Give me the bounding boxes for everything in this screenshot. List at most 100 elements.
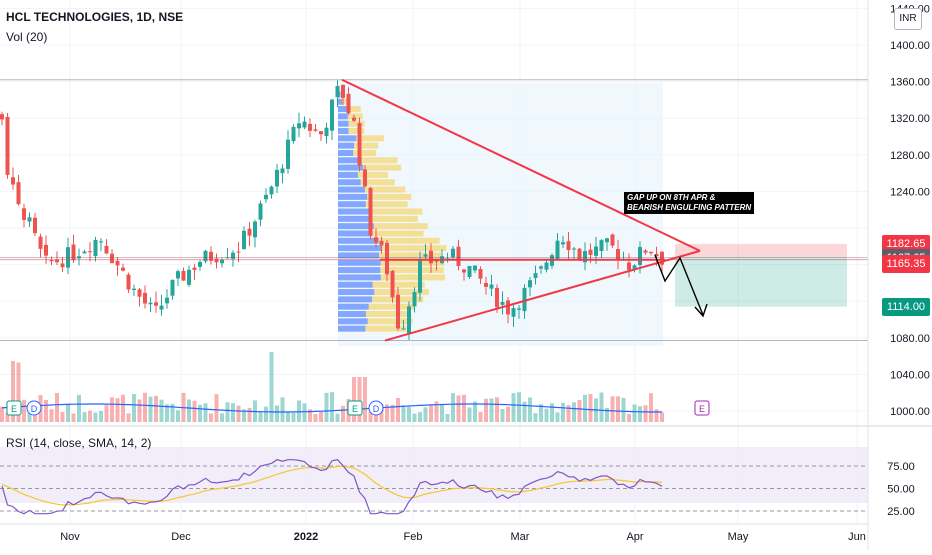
rsi-tick: 50.00: [887, 484, 915, 496]
profile-bar-down: [371, 208, 423, 215]
time-axis: Nov Dec 2022 Feb Mar Apr May Jun: [60, 531, 866, 543]
profile-bar-down: [361, 157, 398, 164]
price-tag: 1182.65: [882, 234, 930, 253]
candle-down: [429, 250, 433, 264]
volume-bar-up: [440, 404, 444, 422]
profile-bar-up: [338, 142, 355, 149]
volume-bar-down: [627, 413, 631, 422]
volume-bar-down: [247, 407, 252, 422]
candle-up: [99, 241, 103, 243]
candle-up: [467, 266, 472, 277]
price-tick: 1280.00: [890, 150, 930, 162]
candle-up: [522, 287, 527, 312]
candle-down: [478, 269, 483, 279]
candle-down: [484, 282, 488, 287]
currency-badge[interactable]: INR: [894, 8, 922, 30]
profile-bar-up: [338, 303, 369, 310]
volume-bar-down: [154, 395, 158, 422]
candle-down: [11, 177, 15, 185]
profile-bar-down: [381, 245, 447, 252]
candle-up: [605, 238, 609, 243]
candle-down: [352, 117, 356, 121]
profile-bar-up: [338, 179, 361, 186]
volume-bar-down: [126, 413, 131, 422]
profile-bar-up: [338, 135, 357, 142]
candle-up: [401, 328, 406, 330]
profile-bar-down: [363, 164, 402, 171]
volume-bar-up: [132, 394, 136, 422]
volume-bar-down: [506, 406, 510, 422]
rsi-axis: 75.00 50.00 25.00: [887, 461, 915, 518]
candle-down: [341, 85, 345, 98]
candle-up: [583, 251, 587, 263]
volume-bar-down: [357, 377, 362, 422]
price-tick: 1320.00: [890, 113, 930, 125]
volume-bar-down: [660, 412, 664, 422]
profile-bar-down: [380, 259, 445, 266]
volume-bar-up: [297, 400, 301, 422]
volume-bar-up: [302, 403, 307, 422]
volume-bar-up: [187, 399, 191, 422]
symbol-title: HCL TECHNOLOGIES, 1D, NSE: [6, 10, 184, 24]
volume-bar-down: [137, 399, 142, 422]
profile-bar-up: [338, 311, 366, 318]
volume-bar-down: [16, 362, 21, 422]
candles: [0, 79, 664, 342]
price-axis: 1400.00 1360.00 1320.00 1280.00 1240.00 1080.…: [890, 3, 930, 418]
profile-bar-up: [338, 289, 375, 296]
volume-bar-up: [451, 393, 455, 422]
profile-bar-down: [365, 311, 408, 318]
candle-up: [264, 194, 268, 200]
volume-bar-up: [242, 409, 246, 422]
profile-bar-up: [338, 296, 373, 303]
volume-bar-down: [396, 397, 400, 422]
volume-bar-down: [610, 396, 615, 422]
candle-down: [16, 182, 21, 205]
candle-down: [313, 129, 318, 131]
candle-down: [434, 260, 439, 262]
volume-bar-up: [330, 392, 334, 422]
candle-up: [330, 99, 334, 131]
volume-bar-down: [104, 405, 109, 422]
volume-bar-down: [44, 399, 48, 422]
target-zone: [675, 257, 847, 307]
candle-down: [495, 287, 499, 308]
volume-bar-up: [220, 413, 224, 422]
rsi-tick: 25.00: [887, 506, 915, 518]
volume-bar-down: [5, 412, 10, 422]
profile-bar-down: [357, 171, 388, 178]
candle-up: [132, 288, 136, 291]
candle-up: [148, 302, 153, 305]
volume-bar-up: [599, 392, 604, 422]
profile-bar-down: [342, 98, 349, 105]
candle-up: [225, 257, 230, 259]
candle-up: [275, 169, 279, 187]
candle-up: [517, 308, 521, 310]
profile-bar-up: [338, 325, 366, 332]
candle-down: [577, 248, 582, 260]
upper-trendline: [341, 78, 701, 252]
candle-up: [203, 250, 208, 262]
volume-bar-up: [638, 406, 642, 422]
volume-bar-down: [434, 401, 439, 422]
candle-down: [654, 253, 659, 257]
volume-bar-down: [390, 404, 395, 422]
volume-bar-down: [110, 397, 114, 422]
profile-bar-up: [338, 164, 364, 171]
volume-bar-down: [313, 413, 318, 422]
candle-down: [374, 237, 378, 243]
profile-bar-up: [338, 186, 365, 193]
price-tag: 1165.35: [882, 254, 930, 273]
profile-bar-up: [338, 259, 381, 266]
candle-up: [27, 217, 32, 222]
profile-bar-down: [373, 223, 428, 230]
profile-bar-up: [338, 98, 343, 105]
stop-zone: [675, 243, 847, 258]
volume-bar-down: [484, 398, 488, 422]
price-tick: 1400.00: [890, 40, 930, 52]
volume-bar-down: [49, 409, 54, 422]
profile-bar-up: [338, 252, 380, 259]
candle-down: [506, 300, 510, 315]
